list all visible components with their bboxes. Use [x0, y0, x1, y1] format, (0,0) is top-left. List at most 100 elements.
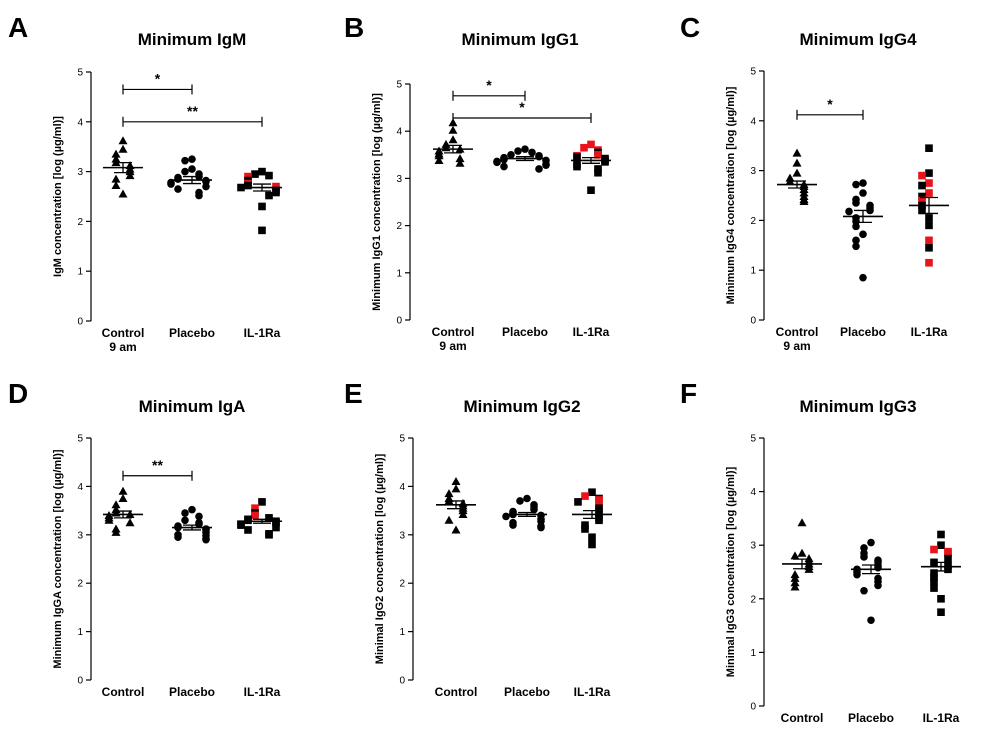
data-point-square	[930, 545, 938, 554]
data-point-square	[573, 153, 581, 161]
data-point-square	[925, 236, 933, 245]
data-point-triangle	[455, 158, 465, 167]
x-tick-line: Control	[781, 711, 824, 725]
data-point-square	[925, 214, 933, 222]
data-point-triangle	[455, 154, 465, 163]
data-point-triangle	[792, 168, 802, 177]
data-point-circle	[188, 165, 196, 173]
data-point-circle	[188, 505, 196, 514]
y-tick-label: 2	[399, 579, 405, 590]
y-tick-label: 0	[396, 316, 402, 327]
y-tick-label: 0	[77, 676, 83, 687]
x-tick-label: Control 9 am	[776, 325, 819, 353]
data-point-square	[265, 171, 273, 180]
data-point-triangle	[799, 196, 809, 205]
x-tick-label: IL-1Ra	[573, 325, 610, 339]
data-point-square	[237, 183, 245, 192]
y-axis-label: Minimal IgG3 concentration [log (µg/ml)]	[725, 466, 737, 677]
data-point-square	[930, 584, 938, 592]
data-point-triangle	[118, 189, 128, 198]
data-point-triangle	[790, 551, 800, 560]
data-point-circle	[852, 242, 860, 251]
x-tick-label: Placebo	[502, 325, 548, 339]
x-tick-line: 9 am	[783, 339, 810, 353]
data-point-circle	[852, 180, 860, 189]
panel-letter: A	[8, 12, 28, 43]
y-tick-label: 1	[77, 627, 83, 638]
data-point-triangle	[111, 174, 121, 183]
data-point-square	[237, 521, 245, 529]
data-point-square	[244, 516, 252, 525]
x-tick-line: Placebo	[504, 685, 550, 699]
data-point-circle	[845, 207, 853, 216]
x-tick-line: IL-1Ra	[574, 685, 611, 699]
data-point-circle	[867, 538, 875, 547]
data-point-triangle	[797, 518, 807, 527]
data-point-square	[272, 523, 280, 532]
data-point-square	[937, 541, 945, 549]
data-point-square	[272, 188, 280, 197]
data-point-square	[244, 181, 252, 190]
data-point-circle	[852, 236, 860, 245]
data-point-circle	[181, 156, 189, 165]
data-point-square	[258, 202, 266, 211]
data-point-triangle	[448, 125, 458, 134]
data-point-square	[581, 521, 589, 529]
panel-d: D Minimum IgA 0 1 2 3 4 5 Minimum IgGA concentra…	[8, 378, 282, 699]
x-tick-label: IL-1Ra	[923, 711, 960, 725]
chart-title: Minimum IgG3	[799, 397, 916, 416]
data-point-square	[244, 526, 252, 534]
data-point-triangle	[111, 149, 121, 158]
data-point-square	[937, 530, 945, 539]
data-point-circle	[188, 155, 196, 163]
x-tick-line: IL-1Ra	[244, 685, 281, 699]
data-point-square	[937, 595, 945, 603]
y-tick-label: 1	[750, 648, 756, 659]
data-point-circle	[507, 151, 515, 159]
y-tick-label: 2	[750, 216, 756, 227]
y-tick-label: 0	[750, 316, 756, 327]
data-point-triangle	[434, 155, 444, 164]
x-tick-label: Control 9 am	[102, 326, 145, 354]
x-tick-label: Control	[102, 685, 145, 699]
y-tick-label: 2	[396, 221, 402, 232]
data-point-square	[918, 181, 926, 190]
significance-label: *	[827, 96, 833, 112]
y-tick-label: 5	[750, 434, 756, 445]
chart-title: Minimum IgG4	[799, 30, 917, 49]
data-point-circle	[542, 161, 550, 169]
data-point-triangle	[451, 477, 461, 486]
data-point-triangle	[790, 582, 800, 591]
data-point-circle	[174, 175, 182, 183]
data-point-circle	[500, 162, 508, 171]
x-tick-label: Control 9 am	[432, 325, 475, 353]
data-point-square	[918, 196, 926, 205]
x-tick-label: Placebo	[840, 325, 886, 339]
y-tick-label: 0	[77, 317, 83, 328]
data-point-circle	[174, 533, 182, 542]
data-point-square	[587, 140, 595, 149]
x-tick-label: IL-1Ra	[244, 685, 281, 699]
data-point-square	[272, 518, 280, 527]
data-point-triangle	[790, 573, 800, 582]
y-tick-label: 4	[750, 116, 756, 127]
data-point-square	[595, 496, 603, 504]
y-tick-label: 1	[750, 266, 756, 277]
y-tick-label: 5	[750, 67, 756, 78]
data-point-square	[930, 569, 938, 577]
data-point-triangle	[448, 135, 458, 144]
y-tick-label: 4	[399, 482, 405, 493]
data-point-circle	[167, 180, 175, 188]
data-point-circle	[860, 586, 868, 595]
x-tick-line: 9 am	[439, 339, 466, 353]
x-tick-label: Placebo	[169, 685, 215, 699]
y-tick-label: 0	[750, 702, 756, 713]
data-point-square	[925, 243, 933, 252]
y-tick-label: 5	[77, 434, 83, 445]
data-point-square	[588, 540, 596, 549]
data-point-square	[265, 514, 273, 522]
data-point-square	[574, 498, 582, 506]
chart-title: Minimum IgG2	[463, 397, 580, 416]
x-tick-line: IL-1Ra	[573, 325, 610, 339]
